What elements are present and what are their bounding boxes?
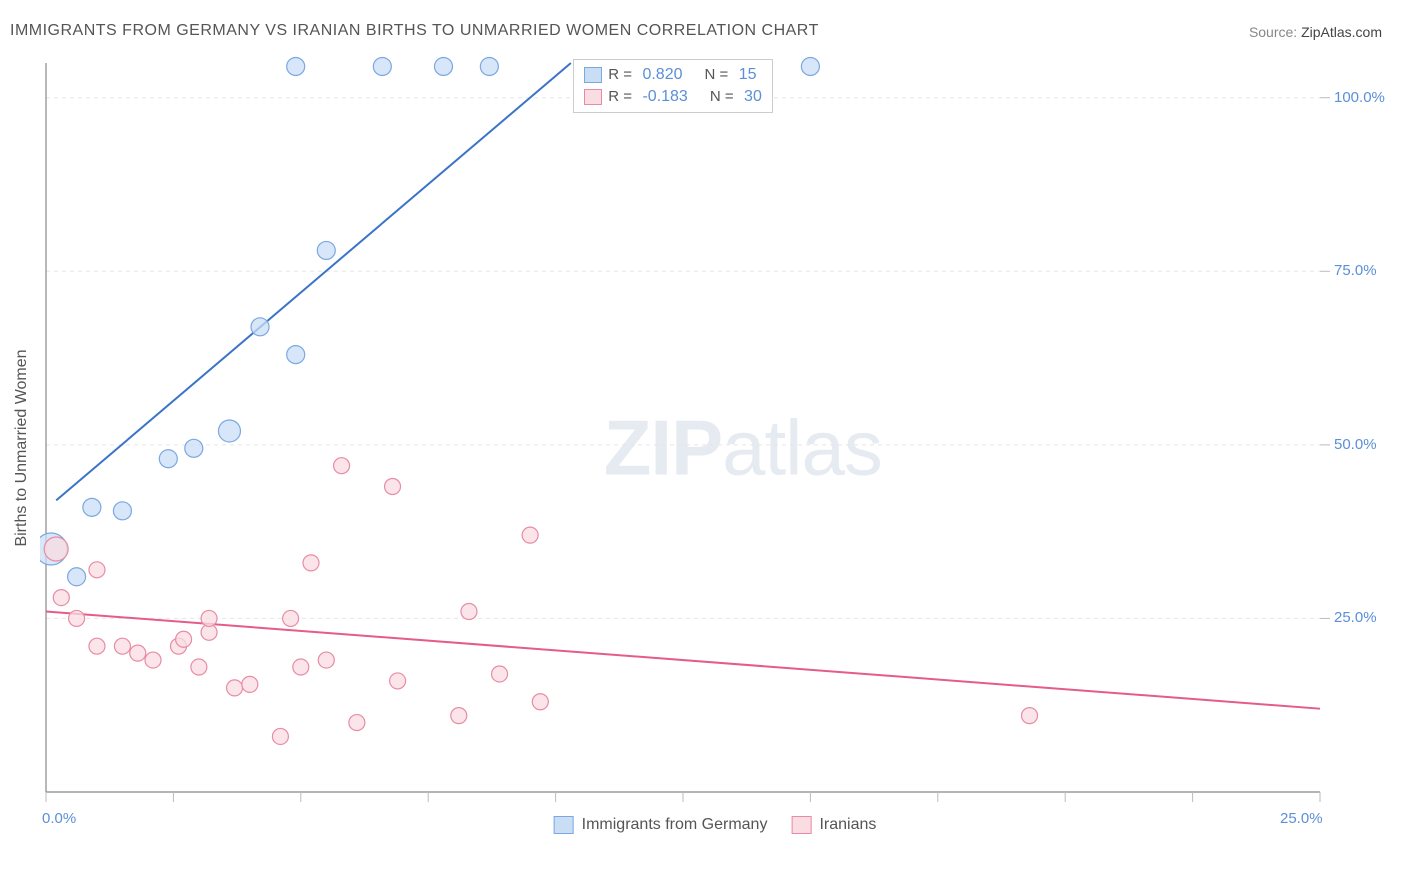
source-label: Source: bbox=[1249, 24, 1297, 40]
stats-r-value: 0.820 bbox=[638, 66, 682, 84]
legend-label: Immigrants from Germany bbox=[582, 816, 768, 834]
y-tick-label: 25.0% bbox=[1334, 609, 1377, 626]
legend-item: Immigrants from Germany bbox=[554, 816, 768, 834]
correlation-stats-box: R = 0.820 N = 15 R = -0.183 N = 30 bbox=[573, 59, 773, 113]
legend-swatch bbox=[791, 816, 811, 834]
scatter-plot bbox=[40, 55, 1390, 840]
stats-n-value: 15 bbox=[734, 66, 756, 84]
stats-r-label: R = bbox=[608, 66, 632, 83]
y-axis-label: Births to Unmarried Women bbox=[13, 349, 31, 546]
series-swatch bbox=[584, 89, 602, 105]
stats-n-label: N = bbox=[710, 88, 734, 105]
x-tick-label: 25.0% bbox=[1280, 810, 1323, 827]
stats-row: R = -0.183 N = 30 bbox=[584, 86, 762, 108]
series-swatch bbox=[584, 67, 602, 83]
source-attribution: Source: ZipAtlas.com bbox=[1249, 24, 1382, 40]
stats-n-value: 30 bbox=[740, 88, 762, 106]
y-tick-label: 75.0% bbox=[1334, 262, 1377, 279]
stats-row: R = 0.820 N = 15 bbox=[584, 64, 762, 86]
legend: Immigrants from Germany Iranians bbox=[554, 816, 877, 834]
x-tick-label: 0.0% bbox=[42, 810, 76, 827]
legend-label: Iranians bbox=[819, 816, 876, 834]
y-tick-label: 100.0% bbox=[1334, 89, 1385, 106]
legend-swatch bbox=[554, 816, 574, 834]
stats-r-value: -0.183 bbox=[638, 88, 688, 106]
y-tick-label: 50.0% bbox=[1334, 436, 1377, 453]
legend-item: Iranians bbox=[791, 816, 876, 834]
stats-n-label: N = bbox=[705, 66, 729, 83]
chart-area: Births to Unmarried Women ZIPatlas R = 0… bbox=[40, 55, 1390, 840]
chart-title: IMMIGRANTS FROM GERMANY VS IRANIAN BIRTH… bbox=[10, 22, 819, 40]
stats-r-label: R = bbox=[608, 88, 632, 105]
source-value: ZipAtlas.com bbox=[1301, 24, 1382, 40]
